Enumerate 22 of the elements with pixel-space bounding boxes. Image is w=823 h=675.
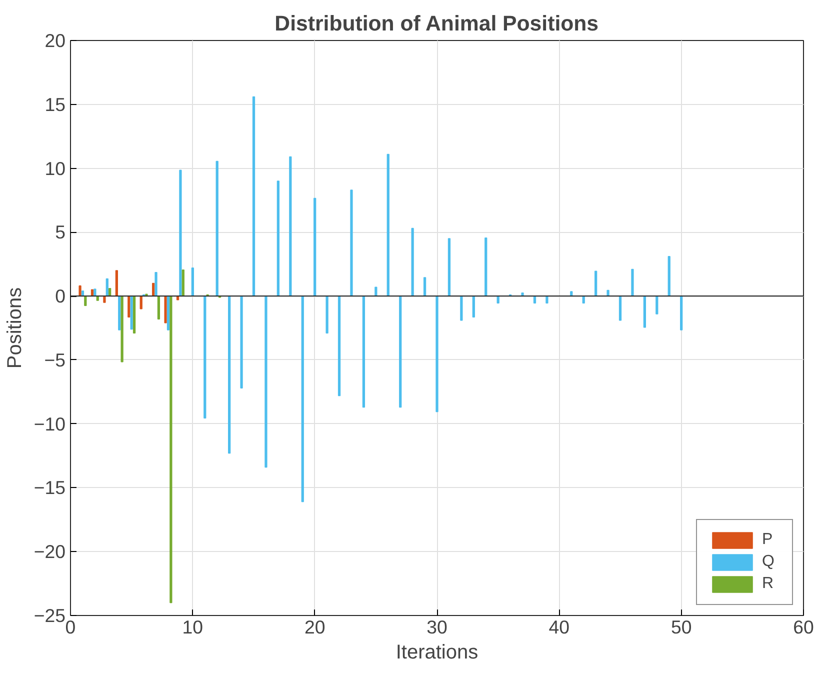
y-tick-label: 20 — [44, 30, 66, 51]
legend-label: Q — [762, 553, 776, 571]
x-tick-label: 30 — [426, 616, 448, 638]
x-tick-label: 60 — [793, 616, 814, 638]
y-tick-label: −15 — [34, 477, 66, 498]
y-tick-label: −25 — [34, 605, 66, 626]
y-tick-label: −20 — [34, 541, 66, 562]
x-tick-label: 40 — [548, 616, 570, 638]
x-tick-label: 20 — [304, 616, 326, 638]
x-tick-label: 50 — [670, 616, 692, 638]
x-tick-label: 10 — [182, 616, 204, 638]
y-tick-label: −5 — [44, 349, 66, 370]
x-axis-title: Iterations — [396, 642, 478, 664]
chart-title: Distribution of Animal Positions — [274, 12, 599, 36]
y-tick-label: 10 — [44, 158, 66, 179]
y-tick-label: 0 — [55, 286, 66, 307]
y-tick-label: −10 — [34, 413, 66, 434]
y-axis-title: Positions — [4, 287, 26, 369]
y-tick-label: 15 — [44, 94, 66, 115]
y-tick-label: 5 — [55, 222, 66, 243]
legend-label: P — [762, 531, 774, 549]
legend-label: R — [762, 575, 775, 593]
